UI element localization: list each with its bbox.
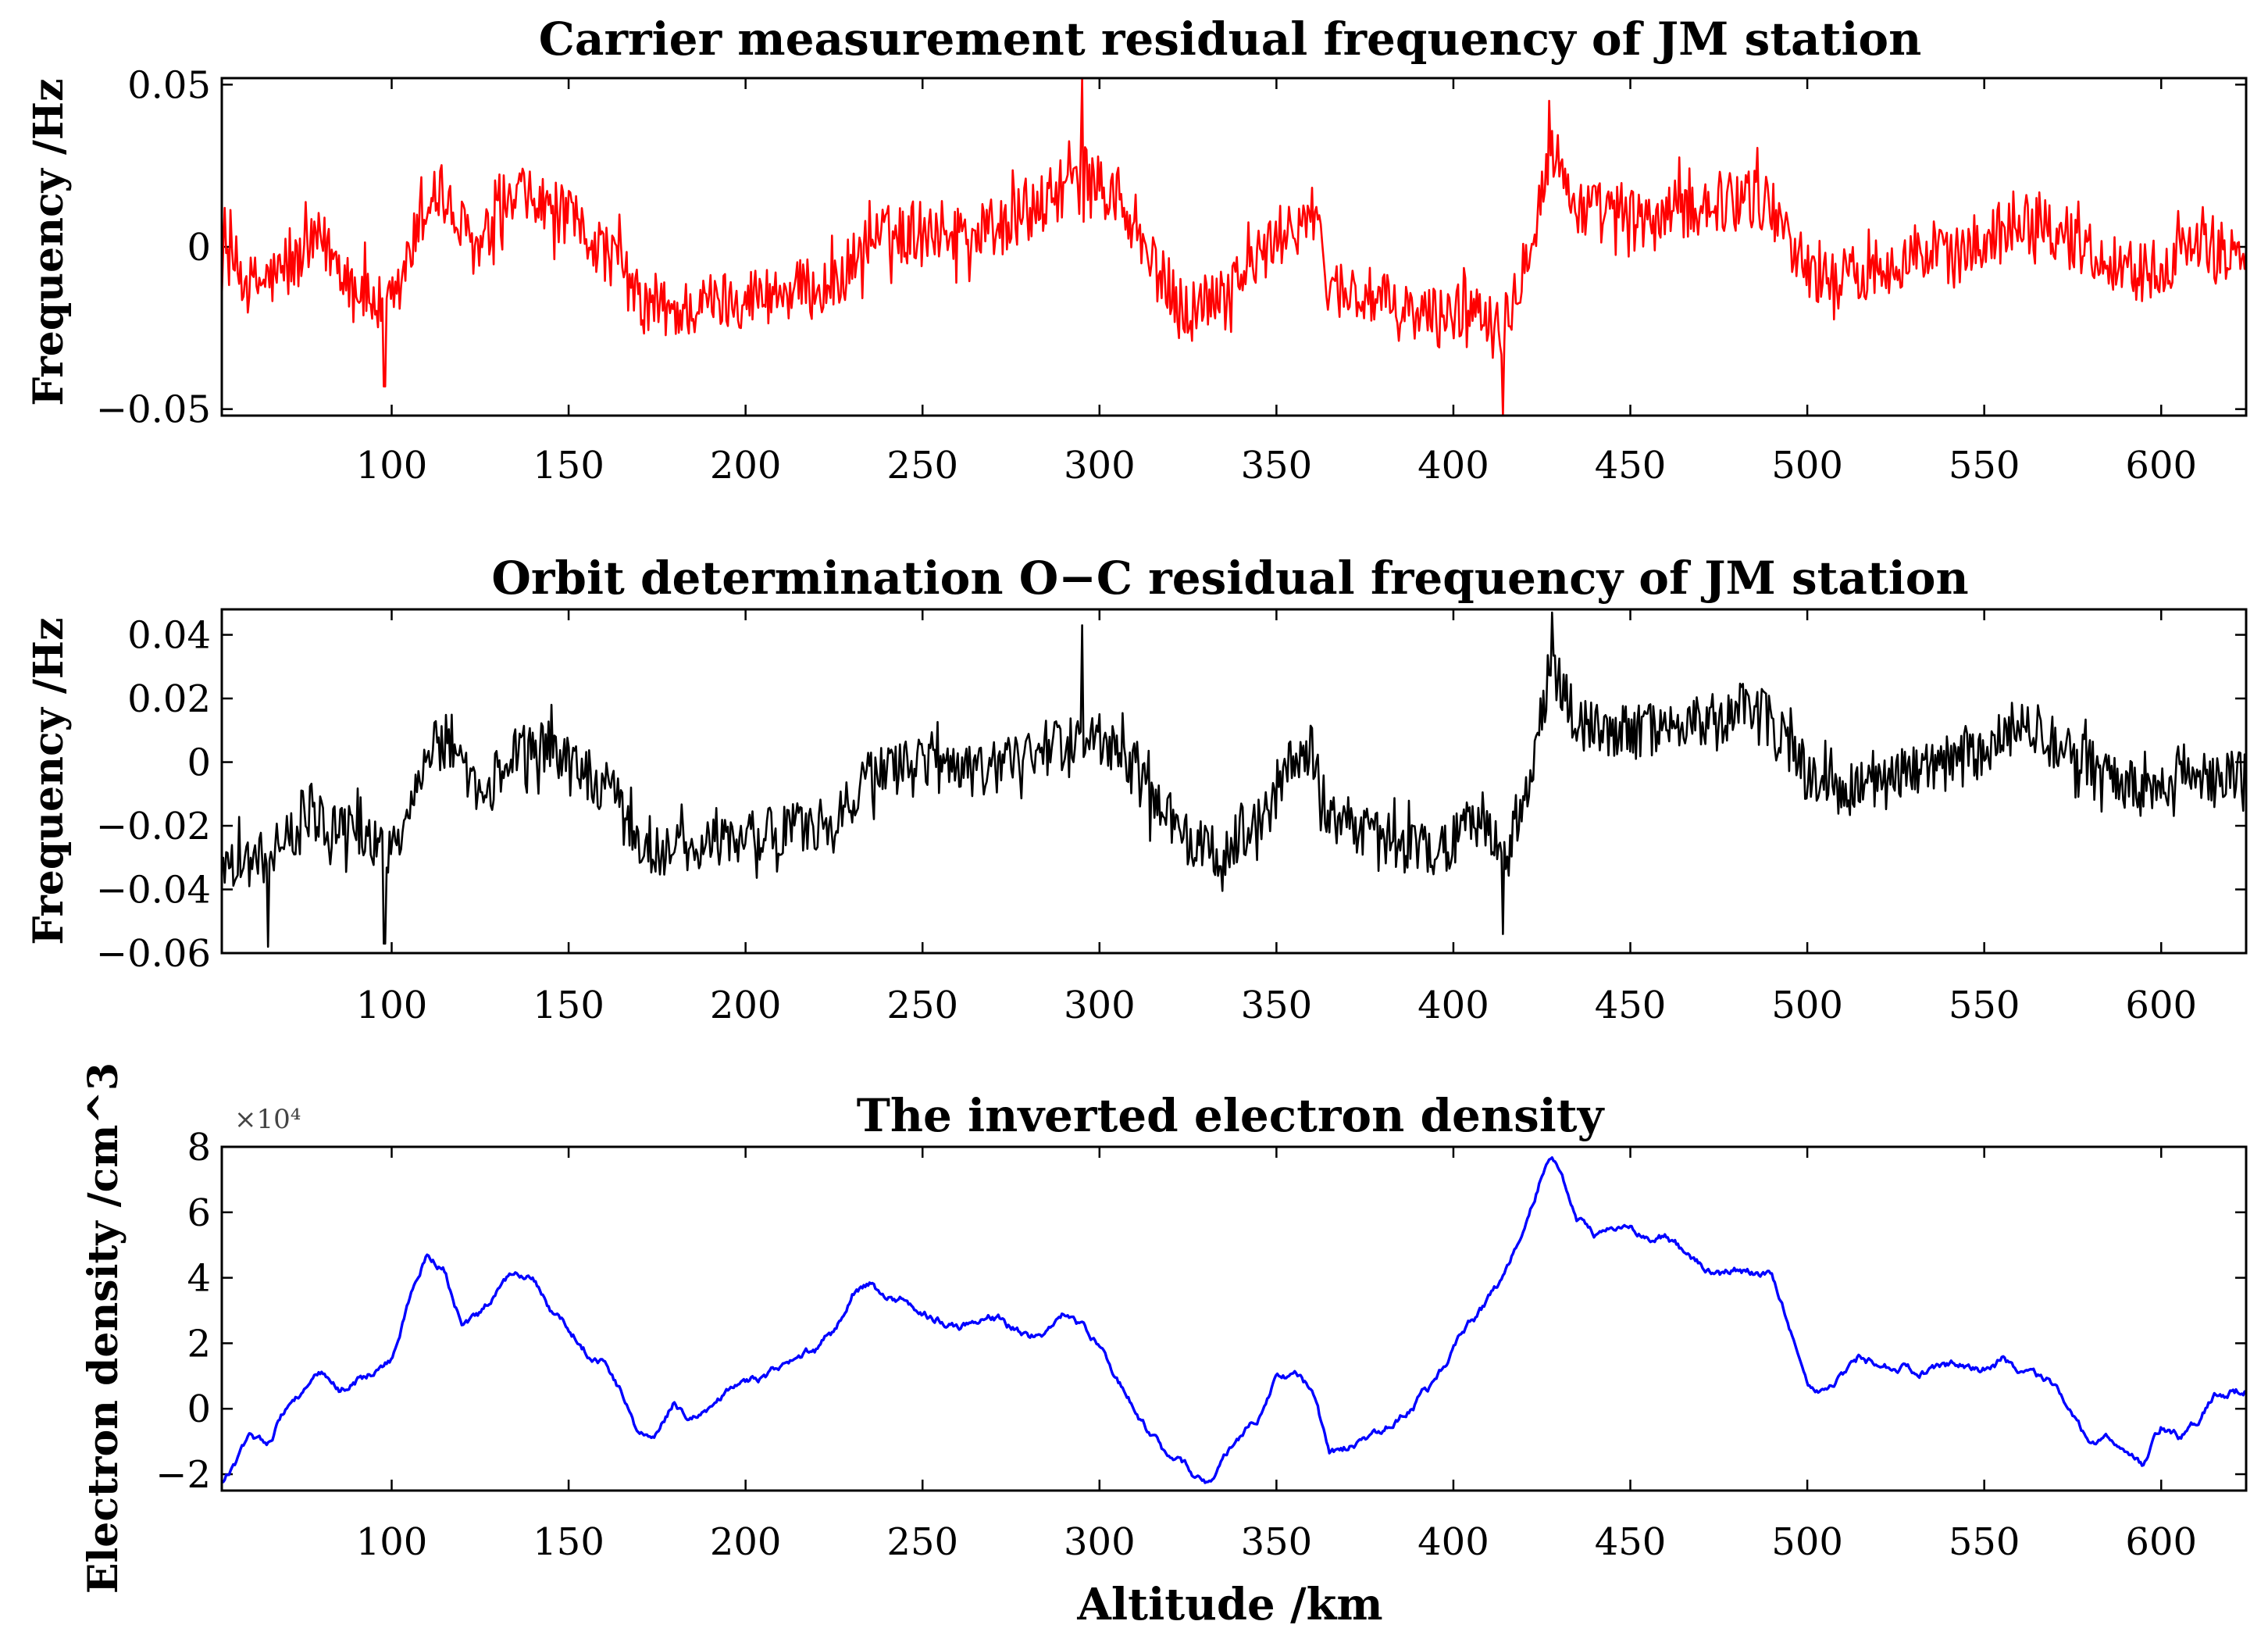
x-tick-label: 350 <box>1241 444 1313 487</box>
panel-carrier-residual: Carrier measurement residual frequency o… <box>25 12 2248 487</box>
x-tick-label: 100 <box>356 444 428 487</box>
panel-electron-density: The inverted electron density ×10⁴ Elect… <box>80 1062 2248 1630</box>
x-tick-label: 600 <box>2125 444 2197 487</box>
x-tick-label: 350 <box>1241 984 1313 1027</box>
x-tick-label: 100 <box>356 984 428 1027</box>
panel-orbit-oc-residual: Orbit determination O−C residual frequen… <box>25 552 2248 1027</box>
panel-2-series-line <box>220 611 2248 948</box>
panel-1-title: Carrier measurement residual frequency o… <box>539 12 1922 66</box>
panel-2-x-tick-labels: 100 150 200 250 300 350 400 450 500 550 600 <box>356 984 2197 1027</box>
panel-1-y-axis-label: Frequency /Hz <box>25 78 73 405</box>
x-tick-label: 550 <box>1949 444 2020 487</box>
x-tick-label: 500 <box>1771 1520 1843 1564</box>
x-tick-label: 350 <box>1241 1520 1313 1564</box>
panel-3-y-tick-labels: −2 0 2 4 6 8 <box>155 1126 211 1497</box>
y-tick-label: −0.06 <box>96 932 211 976</box>
x-axis-label: Altitude /km <box>1076 1579 1382 1630</box>
y-tick-label: −0.05 <box>96 388 211 432</box>
panel-2-y-axis-label: Frequency /Hz <box>25 617 73 944</box>
y-tick-label: 0.05 <box>127 63 211 107</box>
x-tick-label: 450 <box>1595 984 1667 1027</box>
x-tick-label: 450 <box>1595 444 1667 487</box>
panel-1-series-line <box>220 77 2248 417</box>
x-tick-label: 150 <box>533 984 604 1027</box>
y-tick-label: 2 <box>187 1322 211 1366</box>
x-tick-label: 150 <box>533 444 604 487</box>
x-tick-label: 600 <box>2125 1520 2197 1564</box>
y-tick-label: 0 <box>187 226 211 270</box>
x-tick-label: 250 <box>886 444 958 487</box>
x-tick-label: 600 <box>2125 984 2197 1027</box>
y-tick-label: 0 <box>187 1387 211 1431</box>
x-tick-label: 300 <box>1064 1520 1136 1564</box>
panel-3-title: The inverted electron density <box>857 1089 1606 1142</box>
y-tick-label: 8 <box>187 1126 211 1169</box>
x-tick-label: 250 <box>886 984 958 1027</box>
x-tick-label: 250 <box>886 1520 958 1564</box>
y-tick-label: −2 <box>155 1453 211 1497</box>
x-tick-label: 400 <box>1418 444 1489 487</box>
panel-2-y-tick-labels: −0.06 −0.04 −0.02 0 0.02 0.04 <box>96 614 211 976</box>
y-tick-label: −0.02 <box>96 805 211 848</box>
y-tick-label: 6 <box>187 1191 211 1235</box>
x-tick-label: 400 <box>1418 984 1489 1027</box>
panel-3-y-multiplier: ×10⁴ <box>234 1104 301 1135</box>
panel-1-axes-box <box>220 77 2248 417</box>
y-tick-label: −0.04 <box>96 869 211 912</box>
x-tick-label: 550 <box>1949 984 2020 1027</box>
panel-3-tick-marks <box>222 1145 2246 1491</box>
x-tick-label: 500 <box>1771 984 1843 1027</box>
y-tick-label: 4 <box>187 1257 211 1301</box>
panel-3-series-line <box>221 1156 2247 1484</box>
x-tick-label: 400 <box>1418 1520 1489 1564</box>
x-tick-label: 200 <box>710 1520 782 1564</box>
panel-3-axes-box <box>220 1145 2248 1492</box>
x-tick-label: 150 <box>533 1520 604 1564</box>
panel-3-y-axis-label: Electron density /cm^3 <box>80 1062 127 1594</box>
x-tick-label: 200 <box>710 444 782 487</box>
y-tick-label: 0.02 <box>127 677 211 721</box>
y-tick-label: 0 <box>187 741 211 785</box>
x-tick-label: 100 <box>356 1520 428 1564</box>
panel-2-axes-box <box>220 608 2248 955</box>
panel-3-x-tick-labels: 100 150 200 250 300 350 400 450 500 550 600 <box>356 1520 2197 1564</box>
x-tick-label: 300 <box>1064 444 1136 487</box>
x-tick-label: 300 <box>1064 984 1136 1027</box>
panel-1-x-tick-labels: 100 150 200 250 300 350 400 450 500 550 600 <box>356 444 2197 487</box>
x-tick-label: 450 <box>1595 1520 1667 1564</box>
y-tick-label: 0.04 <box>127 614 211 658</box>
panel-1-y-tick-labels: −0.05 0 0.05 <box>96 63 211 431</box>
x-tick-label: 500 <box>1771 444 1843 487</box>
x-tick-label: 550 <box>1949 1520 2020 1564</box>
panel-1-tick-marks <box>222 78 2246 416</box>
panel-2-title: Orbit determination O−C residual frequen… <box>491 552 1968 605</box>
x-tick-label: 200 <box>710 984 782 1027</box>
